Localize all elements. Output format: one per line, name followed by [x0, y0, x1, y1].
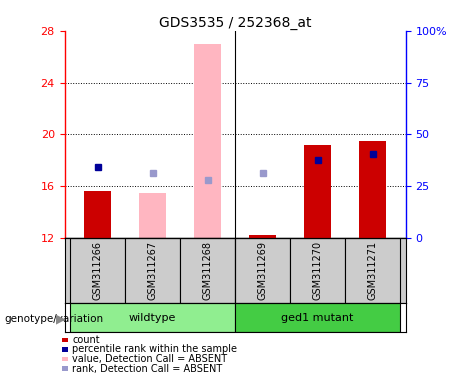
Text: wildtype: wildtype [129, 313, 176, 323]
Text: GSM311267: GSM311267 [148, 241, 158, 300]
Text: ged1 mutant: ged1 mutant [282, 313, 354, 323]
Bar [139, 193, 166, 238]
Bar [235, 303, 400, 332]
Bar [290, 238, 345, 303]
Bar [70, 303, 235, 332]
Bar [235, 238, 290, 303]
Bar [359, 141, 386, 238]
Text: GSM311269: GSM311269 [258, 241, 268, 300]
Bar [84, 191, 111, 238]
Text: GSM311268: GSM311268 [202, 241, 213, 300]
Text: percentile rank within the sample: percentile rank within the sample [72, 344, 237, 354]
Title: GDS3535 / 252368_at: GDS3535 / 252368_at [159, 16, 311, 30]
Text: GSM311270: GSM311270 [313, 241, 323, 300]
Bar [249, 235, 277, 238]
Text: ▶: ▶ [56, 312, 66, 325]
Bar [70, 238, 125, 303]
Bar [125, 238, 180, 303]
Bar [345, 238, 400, 303]
Text: count: count [72, 335, 100, 345]
Bar [304, 145, 331, 238]
Text: GSM311266: GSM311266 [93, 241, 102, 300]
Text: GSM311271: GSM311271 [368, 241, 378, 300]
Text: value, Detection Call = ABSENT: value, Detection Call = ABSENT [72, 354, 227, 364]
Text: rank, Detection Call = ABSENT: rank, Detection Call = ABSENT [72, 364, 223, 374]
Bar [180, 238, 235, 303]
Bar [194, 44, 221, 238]
Text: genotype/variation: genotype/variation [5, 314, 104, 324]
